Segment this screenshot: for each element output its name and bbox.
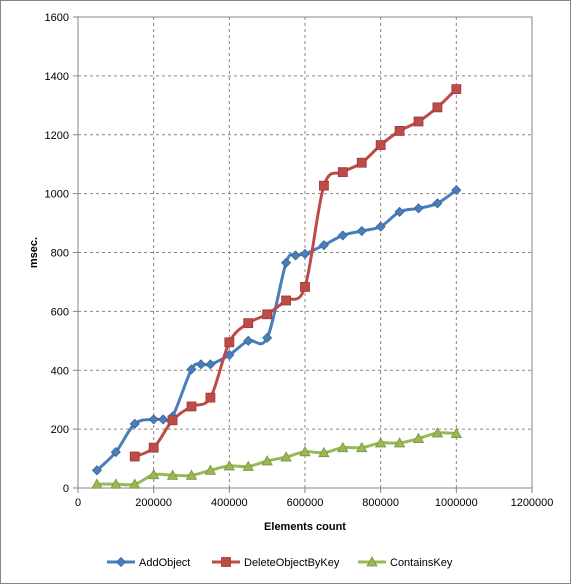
y-tick-label: 1000 <box>45 189 69 201</box>
data-point-add-object <box>91 465 102 476</box>
data-point-delete-object-by-key <box>205 392 216 403</box>
data-point-delete-object-by-key <box>129 451 140 462</box>
legend: AddObject DeleteObjectByKey ContainsKey <box>107 556 453 569</box>
data-point-add-object <box>299 248 311 260</box>
data-point-add-object <box>195 359 207 370</box>
data-point-delete-object-by-key <box>413 116 424 127</box>
data-point-add-object <box>110 447 121 458</box>
data-point-contains-key <box>280 451 292 462</box>
y-tick-label: 1600 <box>45 12 69 24</box>
data-point-add-object <box>186 364 197 375</box>
y-tick-label: 1200 <box>45 130 69 142</box>
x-tick-label: 1000000 <box>435 497 478 509</box>
legend-label-contains-key: ContainsKey <box>390 557 453 569</box>
data-point-add-object <box>262 332 273 343</box>
y-tick-label: 400 <box>51 365 69 377</box>
x-axis-title: Elements count <box>264 521 346 533</box>
data-point-add-object <box>413 203 424 214</box>
y-tick-label: 0 <box>63 483 69 495</box>
data-point-contains-key <box>374 437 387 448</box>
data-point-contains-key <box>318 446 330 458</box>
y-tick-label: 1400 <box>45 71 69 83</box>
series-lines <box>91 84 463 489</box>
data-point-add-object <box>129 418 140 429</box>
data-point-add-object <box>394 206 405 217</box>
legend-item-contains-key: ContainsKey <box>358 556 453 569</box>
data-point-delete-object-by-key <box>186 401 197 412</box>
data-point-add-object <box>158 414 169 425</box>
data-point-contains-key <box>110 478 122 489</box>
x-tick-label: 1200000 <box>511 497 554 509</box>
legend-item-add-object: AddObject <box>107 556 190 569</box>
y-tick-label: 800 <box>51 248 69 260</box>
data-point-contains-key <box>337 441 349 453</box>
y-axis-title: msec. <box>28 237 40 268</box>
data-point-contains-key <box>166 469 179 480</box>
legend-marker-contains-key <box>366 556 378 567</box>
data-point-contains-key <box>91 478 103 489</box>
x-tick-label: 0 <box>75 497 81 509</box>
data-point-delete-object-by-key <box>356 157 367 168</box>
data-point-delete-object-by-key <box>319 180 329 191</box>
data-point-contains-key <box>242 460 254 471</box>
data-point-add-object <box>356 225 367 237</box>
data-point-delete-object-by-key <box>281 295 291 306</box>
data-point-add-object <box>451 185 462 196</box>
data-point-contains-key <box>412 432 425 443</box>
data-point-delete-object-by-key <box>148 442 159 453</box>
data-point-delete-object-by-key <box>243 318 254 329</box>
data-point-add-object <box>148 414 159 425</box>
data-point-delete-object-by-key <box>262 309 273 320</box>
data-point-contains-key <box>204 464 217 475</box>
data-point-add-object <box>290 250 301 261</box>
data-point-add-object <box>318 240 329 251</box>
data-point-delete-object-by-key <box>451 84 462 95</box>
data-point-add-object <box>243 335 254 346</box>
data-point-contains-key <box>431 427 444 438</box>
series-delete-object-by-key <box>129 84 462 462</box>
data-point-delete-object-by-key <box>337 167 348 178</box>
legend-label-add-object: AddObject <box>139 557 190 569</box>
data-point-add-object <box>432 198 443 209</box>
data-point-contains-key <box>147 468 160 480</box>
data-point-add-object <box>337 230 348 241</box>
legend-label-delete-object-by-key: DeleteObjectByKey <box>244 557 340 569</box>
legend-item-delete-object-by-key: DeleteObjectByKey <box>212 557 340 569</box>
axis-ticks: 0 200000 400000 600000 800000 1000000 1200000 0… <box>45 12 554 509</box>
x-tick-label: 800000 <box>362 497 399 509</box>
data-point-contains-key <box>261 455 273 466</box>
data-point-contains-key <box>299 445 311 457</box>
x-tick-label: 600000 <box>287 497 324 509</box>
data-point-contains-key <box>356 441 368 453</box>
data-point-contains-key <box>393 437 406 448</box>
series-line-delete-object-by-key <box>133 87 458 458</box>
series-contains-key <box>91 427 463 489</box>
data-point-delete-object-by-key <box>224 337 235 348</box>
data-point-contains-key <box>185 469 198 480</box>
series-add-object <box>91 185 462 476</box>
y-tick-label: 200 <box>51 424 69 436</box>
legend-marker-add-object <box>115 556 127 568</box>
data-point-delete-object-by-key <box>375 140 386 150</box>
data-point-delete-object-by-key <box>432 102 443 113</box>
data-point-delete-object-by-key <box>167 415 178 426</box>
legend-marker-delete-object-by-key <box>221 557 231 567</box>
data-point-delete-object-by-key <box>394 126 405 136</box>
data-point-delete-object-by-key <box>300 282 310 292</box>
data-point-add-object <box>375 221 386 232</box>
data-point-contains-key <box>223 460 236 471</box>
data-point-contains-key <box>450 427 463 438</box>
x-tick-label: 200000 <box>135 497 172 509</box>
data-point-contains-key <box>129 478 141 489</box>
data-point-add-object <box>281 257 292 268</box>
x-tick-label: 400000 <box>211 497 248 509</box>
y-tick-label: 600 <box>51 306 69 318</box>
data-point-add-object <box>205 359 216 370</box>
series-line-add-object <box>95 188 458 472</box>
